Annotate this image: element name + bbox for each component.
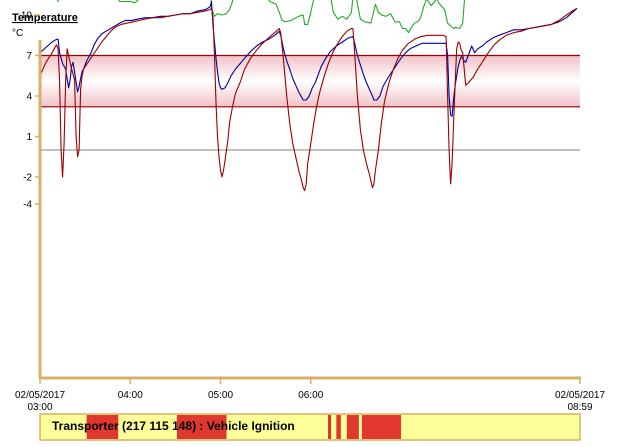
x-tick-label: 02/05/2017 <box>15 390 65 401</box>
series-layer <box>39 0 578 192</box>
y-axis-unit: °C <box>12 28 23 39</box>
x-tick-label: 06:00 <box>298 390 323 401</box>
ignition-label: Transporter (217 115 148) : Vehicle Igni… <box>52 419 295 433</box>
x-tick-label: 02/05/2017 <box>555 390 605 401</box>
x-tick-label-time: 08:59 <box>567 402 592 413</box>
y-tick-label: -2 <box>23 173 32 184</box>
chart-title: Temperature <box>12 12 78 24</box>
y-tick-label: 10 <box>21 11 33 22</box>
ignition-bar <box>39 413 581 441</box>
y-tick-label: -4 <box>23 200 32 211</box>
x-tick-label: 04:00 <box>118 390 143 401</box>
ignition-on-segment <box>346 415 359 439</box>
x-tick-label-time: 03:00 <box>27 402 52 413</box>
ignition-on-segment <box>176 415 227 439</box>
y-tick-label: 4 <box>26 92 32 103</box>
ignition-bar-background <box>39 413 581 441</box>
y-tick-label: 7 <box>26 51 32 62</box>
series-line-2 <box>39 0 578 117</box>
x-tick-label: 05:00 <box>208 390 233 401</box>
ignition-on-segment <box>361 415 402 439</box>
series-line-1 <box>57 0 466 34</box>
limit-band-layer <box>40 54 580 108</box>
series-line-3 <box>39 7 578 192</box>
limit-band-fill <box>40 55 580 107</box>
ignition-on-segment <box>336 415 341 439</box>
ignition-on-segment <box>86 415 119 439</box>
y-tick-label: 1 <box>26 132 32 143</box>
ignition-on-segment <box>328 415 332 439</box>
axis-layer: 19161310741-2-402/05/201703:0004:0005:00… <box>15 11 605 414</box>
